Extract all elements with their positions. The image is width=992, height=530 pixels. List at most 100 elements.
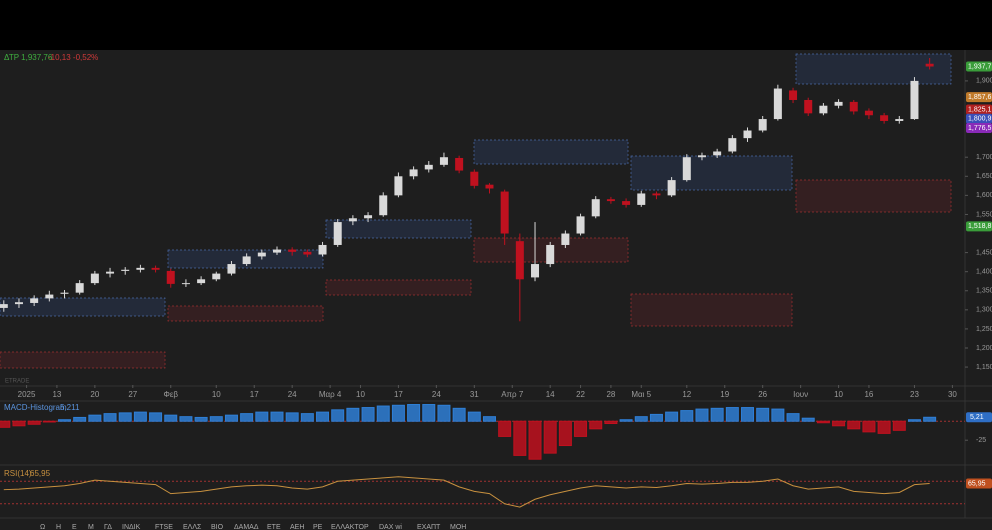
candle-body <box>682 157 691 181</box>
x-tick-label: 20 <box>90 390 99 399</box>
toolbar-button[interactable]: ΜΟΗ <box>450 524 466 530</box>
toolbar-button[interactable]: Ε <box>72 524 77 530</box>
zone <box>325 219 472 239</box>
histogram-bar <box>209 416 223 422</box>
x-tick-label: 12 <box>682 390 691 399</box>
y-tick-label: 1,550 <box>976 211 992 218</box>
toolbar-button[interactable]: ΙΝΔΙΚ <box>122 524 141 530</box>
price-badge-label: 1,857,6 <box>968 94 991 101</box>
toolbar-button[interactable]: DAX wi <box>379 524 402 530</box>
candle-body <box>288 249 297 252</box>
histogram-bar <box>376 405 390 422</box>
price-badge <box>966 104 992 115</box>
toolbar-button[interactable]: ΑΕΗ <box>290 524 304 530</box>
candle-body <box>925 63 934 67</box>
histogram-bar <box>42 420 56 423</box>
x-tick-label: Μαι 5 <box>631 390 651 399</box>
candle-body <box>834 101 843 106</box>
zone <box>167 305 324 322</box>
histogram-bar <box>558 420 572 447</box>
histogram-bar <box>680 410 694 422</box>
price-change: -10,13 -0,52% <box>48 53 98 62</box>
y-tick-label: 1,350 <box>976 288 992 295</box>
toolbar-button[interactable]: ΓΔ <box>104 524 112 530</box>
histogram-bar <box>270 411 284 422</box>
candle-body <box>713 151 722 156</box>
x-tick-label: 31 <box>470 390 479 399</box>
toolbar-button[interactable]: BIO <box>211 524 224 530</box>
candle-body <box>424 164 433 170</box>
x-tick-label: 27 <box>128 390 137 399</box>
macd-value: 5,211 <box>60 403 80 412</box>
toolbar-button[interactable]: ΕΧΑΠΤ <box>417 524 441 530</box>
candle-body <box>652 193 661 196</box>
histogram-bar <box>786 413 800 422</box>
candle-body <box>470 171 479 186</box>
histogram-bar <box>0 420 11 428</box>
candle-body <box>197 279 206 284</box>
histogram-bar <box>907 419 921 422</box>
candle-body <box>531 264 540 278</box>
histogram-bar <box>877 420 891 434</box>
x-tick-label: 22 <box>576 390 585 399</box>
histogram-bar <box>634 416 648 422</box>
toolbar-button[interactable]: Η <box>56 524 61 530</box>
histogram-bar <box>133 411 147 422</box>
histogram-bar <box>771 408 785 422</box>
histogram-bar <box>741 407 755 422</box>
histogram-bar <box>513 420 527 456</box>
zone <box>630 293 793 327</box>
candle-body <box>728 138 737 152</box>
x-tick-label: 10 <box>834 390 843 399</box>
zone <box>630 155 793 191</box>
candle-body <box>515 241 524 280</box>
toolbar-button[interactable]: Μ <box>88 524 94 530</box>
histogram-bar <box>407 404 421 422</box>
histogram-bar <box>710 407 724 422</box>
candle-body <box>622 201 631 205</box>
price-badge-label: 1,776,5 <box>968 125 991 132</box>
histogram-bar <box>422 404 436 422</box>
histogram-bar <box>452 407 466 422</box>
toolbar-button[interactable]: ΔΑΜΑΔ <box>234 524 259 530</box>
histogram-bar <box>179 416 193 422</box>
candle-body <box>758 119 767 131</box>
candle-body <box>303 251 312 255</box>
candle-body <box>136 267 145 270</box>
histogram-bar <box>391 404 405 422</box>
histogram-bar <box>88 414 102 422</box>
histogram-bar <box>725 407 739 422</box>
histogram-bar <box>361 407 375 422</box>
x-tick-label: 30 <box>948 390 957 399</box>
candle-body <box>151 267 160 270</box>
toolbar-button[interactable]: FTSE <box>155 524 173 530</box>
histogram-bar <box>300 413 314 422</box>
rsi-title: RSI(14) <box>4 469 32 478</box>
candle-body <box>364 215 373 219</box>
toolbar-button[interactable]: ΕΤΕ <box>267 524 281 530</box>
candle-body <box>121 269 130 271</box>
candle-body <box>439 157 448 165</box>
candle-body <box>910 80 919 120</box>
candle-body <box>789 90 798 100</box>
toolbar-button[interactable]: ΕΛΛΣ <box>183 524 202 530</box>
toolbar-button[interactable]: ΕΛΛΑΚΤΟΡ <box>331 524 369 530</box>
value-badge <box>966 412 992 423</box>
histogram-bar <box>240 413 254 422</box>
candle-body <box>257 252 266 257</box>
histogram-bar <box>58 419 72 422</box>
y-tick-label: 1,300 <box>976 307 992 314</box>
toolbar-button[interactable]: Ω <box>40 524 45 530</box>
toolbar-button[interactable]: ΡΕ <box>313 524 323 530</box>
x-tick-label: 24 <box>288 390 297 399</box>
histogram-bar <box>164 414 178 422</box>
macd-title: MACD-Histogram <box>4 403 67 412</box>
histogram-bar <box>103 413 117 422</box>
histogram-bar <box>589 420 603 430</box>
candle-body <box>667 180 676 196</box>
price-badge-label: 1,800,9 <box>968 116 991 123</box>
x-tick-label: Μαρ 4 <box>319 390 342 399</box>
x-tick-label: 13 <box>52 390 61 399</box>
y-tick-label: 1,600 <box>976 192 992 199</box>
